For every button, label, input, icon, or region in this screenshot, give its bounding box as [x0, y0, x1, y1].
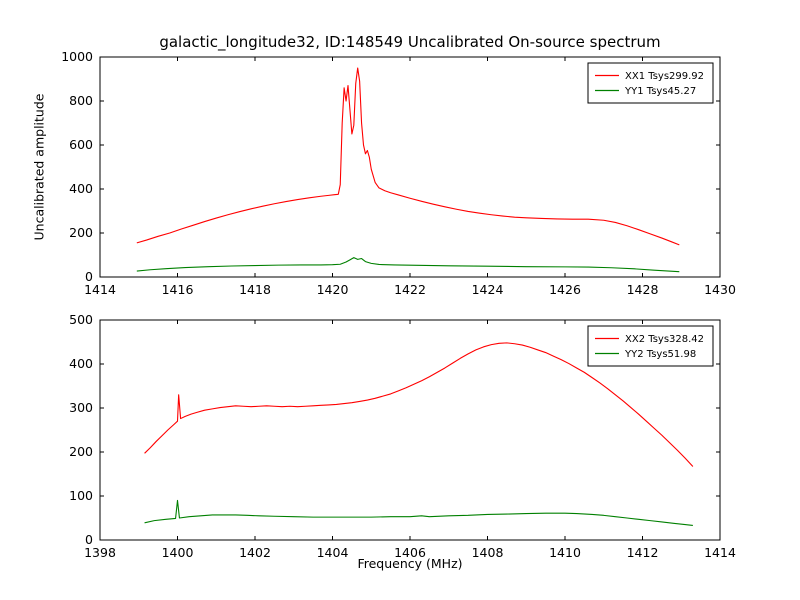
subplot-1: 1398 1400 1402 1404 1406 1408 1410 1412 1414 0 100… [69, 312, 736, 560]
y-tick-label: 400 [69, 181, 93, 196]
series-line-yy1 [136, 257, 680, 273]
y-tick-label: 0 [85, 269, 93, 284]
legend-label: XX1 Tsys299.92 [625, 71, 704, 82]
x-tick-label: 1410 [549, 545, 581, 560]
legend: XX1 Tsys299.92 YY1 Tsys45.27 [587, 62, 714, 104]
x-tick-label: 1426 [549, 282, 581, 297]
y-tick-label: 500 [69, 312, 93, 327]
x-tick-label: 1408 [472, 545, 504, 560]
x-tick-label: 1414 [84, 282, 116, 297]
y-tick-label: 1000 [61, 49, 93, 64]
legend-label: YY2 Tsys51.98 [624, 349, 696, 360]
legend-box [587, 62, 714, 104]
x-tick-label: 1406 [394, 545, 426, 560]
series-line-yy2 [144, 499, 693, 527]
x-tick-label: 1418 [239, 282, 271, 297]
x-tick-label: 1404 [317, 545, 349, 560]
y-tick-label: 800 [69, 93, 93, 108]
y-tick-label: 600 [69, 137, 93, 152]
legend-label: YY1 Tsys45.27 [624, 86, 696, 97]
ticks [99, 56, 721, 278]
legend-label: XX2 Tsys328.42 [625, 334, 704, 345]
x-axis-label: Frequency (MHz) [357, 556, 463, 571]
x-tick-label: 1412 [627, 545, 659, 560]
series-line-xx1 [136, 67, 680, 246]
figure-title: galactic_longitude32, ID:148549 Uncalibr… [159, 33, 661, 51]
y-tick-label: 300 [69, 400, 93, 415]
y-tick-label: 200 [69, 444, 93, 459]
y-tick-label: 200 [69, 225, 93, 240]
legend: XX2 Tsys328.42 YY2 Tsys51.98 [587, 325, 714, 367]
x-tick-label: 1398 [84, 545, 116, 560]
x-tick-label: 1424 [472, 282, 504, 297]
x-tick-label: 1402 [239, 545, 271, 560]
y-tick-label: 100 [69, 488, 93, 503]
ticks [99, 319, 721, 541]
x-tick-label: 1416 [162, 282, 194, 297]
x-tick-label: 1422 [394, 282, 426, 297]
series-line-xx2 [144, 342, 694, 467]
x-tick-label: 1430 [704, 282, 736, 297]
legend-box [587, 325, 714, 367]
x-tick-label: 1428 [627, 282, 659, 297]
y-tick-label: 0 [85, 532, 93, 547]
x-tick-label: 1400 [162, 545, 194, 560]
x-tick-label: 1414 [704, 545, 736, 560]
subplot-0: 1414 1416 1418 1420 1422 1424 1426 1428 1430 0 200… [61, 49, 736, 297]
x-tick-label: 1420 [317, 282, 349, 297]
y-tick-label: 400 [69, 356, 93, 371]
